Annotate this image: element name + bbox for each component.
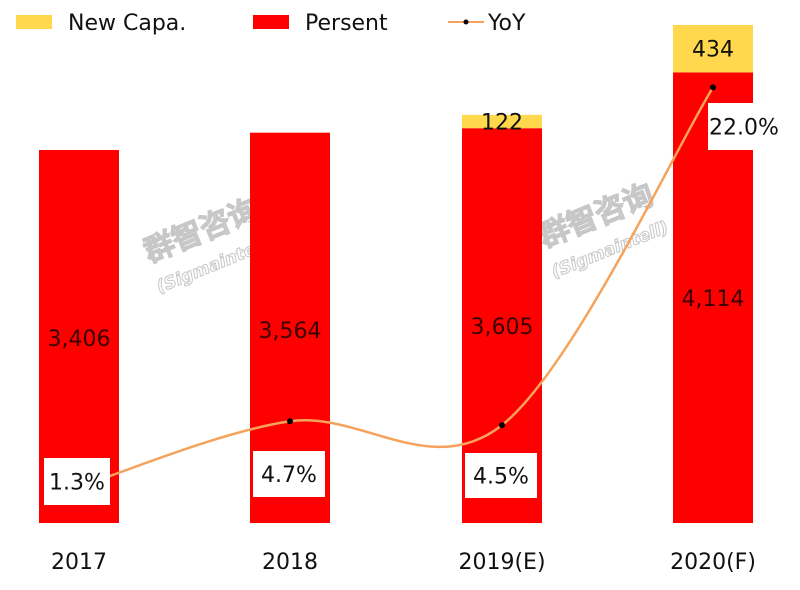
bar-new-capa bbox=[673, 24, 753, 73]
yoy-point bbox=[710, 84, 716, 91]
x-tick-label: 2018 bbox=[262, 550, 318, 575]
bar-new-capa bbox=[462, 114, 542, 129]
yoy-label-box bbox=[44, 458, 110, 505]
legend-label: New Capa. bbox=[68, 11, 186, 36]
yoy-label-box bbox=[253, 451, 325, 497]
legend-item: YoY bbox=[448, 11, 526, 36]
yoy-point bbox=[499, 422, 505, 429]
persent-label: 3,564 bbox=[259, 319, 322, 344]
yoy-point bbox=[287, 418, 293, 425]
x-tick-label: 2017 bbox=[51, 550, 107, 575]
legend-label: Persent bbox=[305, 11, 388, 36]
legend-swatch bbox=[253, 15, 289, 29]
bars-group bbox=[39, 24, 753, 524]
legend-swatch bbox=[16, 15, 52, 29]
x-tick-label: 2019(E) bbox=[458, 550, 545, 575]
legend: New Capa. Persent YoY bbox=[16, 11, 526, 36]
x-tick-label: 2020(F) bbox=[670, 550, 756, 575]
yoy-label-box bbox=[708, 103, 780, 150]
yoy-line bbox=[78, 86, 715, 489]
legend-item: New Capa. bbox=[16, 11, 186, 36]
persent-label: 4,114 bbox=[682, 287, 745, 312]
watermark: 群智咨询(Sigmaintell) bbox=[534, 177, 672, 283]
new-capa-label: 122 bbox=[481, 111, 523, 136]
yoy-label-box bbox=[465, 453, 537, 498]
yoy-label: 4.5% bbox=[473, 465, 529, 490]
yoy-line-group bbox=[76, 84, 716, 490]
watermark-group: 群智咨询(Sigmaintell)群智咨询(Sigmaintell) bbox=[139, 177, 672, 298]
legend-marker bbox=[463, 19, 469, 25]
yoy-label: 22.0% bbox=[709, 116, 779, 141]
legend-label: YoY bbox=[487, 11, 526, 36]
persent-label: 3,406 bbox=[48, 327, 111, 352]
persent-label: 3,605 bbox=[471, 315, 534, 340]
x-axis-labels: 2017 2018 2019(E) 2020(F) bbox=[51, 550, 756, 575]
yoy-label: 1.3% bbox=[49, 471, 105, 496]
yoy-label: 4.7% bbox=[261, 463, 317, 488]
legend-item: Persent bbox=[253, 11, 388, 36]
labels-group: 3,406 3,564 122 3,605 434 4,114 1.3% 4.7% 4.5% 22… bbox=[44, 38, 780, 505]
new-capa-label: 434 bbox=[692, 38, 734, 63]
